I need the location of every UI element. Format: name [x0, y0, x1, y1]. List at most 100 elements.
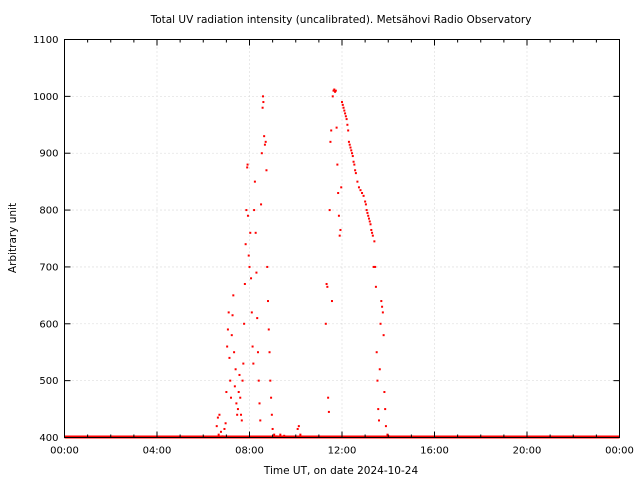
data-point — [381, 311, 384, 314]
data-point — [230, 396, 232, 399]
data-point — [367, 214, 370, 217]
data-point — [228, 356, 231, 359]
data-point — [362, 194, 365, 197]
data-point — [236, 413, 239, 416]
y-tick-label: 1100 — [33, 35, 58, 46]
data-point — [352, 160, 355, 163]
data-point — [365, 209, 368, 212]
data-point — [378, 419, 380, 422]
data-point — [225, 391, 228, 394]
data-point — [227, 311, 230, 314]
data-point — [279, 433, 282, 436]
data-point — [349, 146, 352, 149]
data-point — [366, 211, 369, 214]
data-point — [231, 314, 234, 317]
data-point — [249, 231, 252, 234]
data-point — [224, 422, 227, 425]
x-tick-label: 12:00 — [328, 446, 357, 457]
data-point — [361, 192, 364, 195]
data-point — [367, 217, 370, 220]
data-point — [370, 228, 373, 231]
data-point — [270, 396, 273, 399]
data-point — [343, 109, 346, 112]
data-point — [250, 277, 253, 280]
data-point — [372, 265, 375, 268]
data-point — [233, 351, 236, 354]
data-points — [215, 88, 391, 438]
data-point — [234, 368, 237, 371]
grid-lines — [64, 39, 620, 438]
data-point — [350, 149, 353, 152]
data-point — [250, 311, 253, 314]
data-point — [354, 172, 357, 175]
data-point — [242, 362, 245, 365]
data-point — [334, 90, 337, 93]
y-axis: 400 500 600 700 800 900 1000 1100 — [33, 35, 620, 444]
data-point — [337, 214, 340, 217]
data-point — [265, 169, 268, 172]
data-point — [329, 140, 332, 143]
data-point — [359, 189, 362, 192]
data-point — [332, 89, 335, 92]
data-point — [223, 427, 226, 430]
y-tick-label: 700 — [39, 262, 58, 273]
data-point — [219, 430, 222, 433]
data-point — [368, 220, 371, 223]
data-point — [217, 433, 220, 436]
y-tick-label: 1000 — [33, 92, 58, 103]
data-point — [347, 140, 350, 143]
data-point — [347, 129, 350, 132]
data-point — [255, 271, 258, 274]
data-point — [263, 143, 266, 146]
data-point — [246, 163, 249, 166]
data-point — [270, 413, 273, 416]
data-point — [327, 396, 330, 399]
plot-frame — [64, 39, 620, 438]
data-point — [384, 425, 387, 428]
data-point — [226, 345, 229, 348]
data-point — [364, 200, 367, 203]
data-point — [251, 345, 254, 348]
data-point — [273, 433, 276, 436]
data-point — [271, 427, 274, 430]
data-point — [338, 234, 341, 237]
data-point — [216, 416, 219, 419]
data-point — [330, 300, 333, 303]
x-tick-label: 16:00 — [420, 446, 449, 457]
data-point — [261, 106, 264, 109]
data-point — [353, 163, 356, 166]
data-point — [233, 385, 236, 388]
data-point — [386, 433, 389, 436]
data-point — [346, 123, 349, 126]
data-point — [334, 89, 337, 92]
x-tick-label: 00:00 — [605, 446, 634, 457]
data-point — [330, 129, 333, 132]
chart-title: Total UV radiation intensity (uncalibrat… — [150, 14, 532, 26]
data-point — [345, 118, 348, 121]
data-point — [269, 379, 272, 382]
data-point — [344, 112, 347, 115]
data-point — [351, 152, 354, 155]
data-point — [333, 88, 336, 91]
data-point — [256, 351, 259, 354]
data-point — [243, 322, 246, 325]
data-point — [369, 223, 372, 226]
data-point — [283, 434, 286, 437]
data-point — [382, 334, 385, 337]
data-point — [267, 300, 269, 303]
data-point — [257, 379, 260, 382]
data-point — [215, 425, 218, 428]
data-point — [344, 115, 347, 118]
data-point — [238, 373, 241, 376]
data-point — [236, 408, 239, 411]
data-point — [230, 334, 233, 337]
data-point — [381, 305, 384, 308]
data-point — [371, 234, 374, 237]
data-point — [264, 140, 267, 143]
data-point — [243, 282, 246, 285]
data-point — [237, 391, 240, 394]
data-point — [380, 300, 383, 303]
data-point — [229, 379, 232, 382]
data-point — [335, 126, 338, 129]
